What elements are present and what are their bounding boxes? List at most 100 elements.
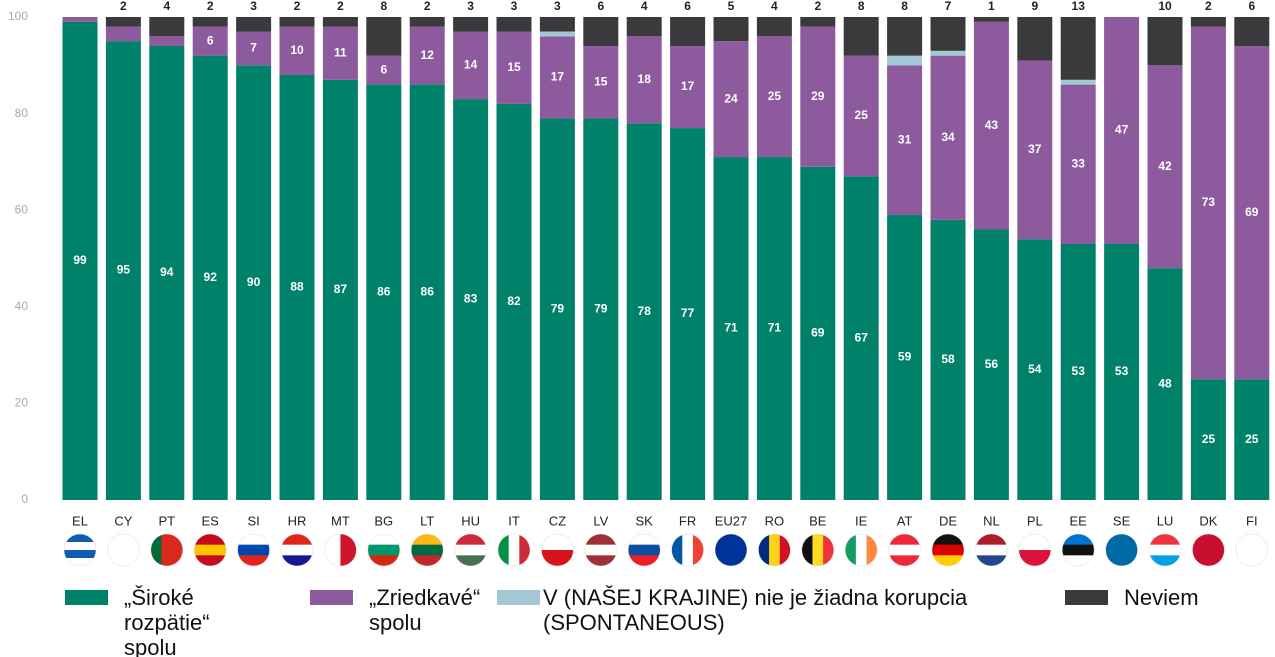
x-tick-label: DK [1199,513,1217,528]
data-label: 25 [768,89,782,103]
data-label: 59 [898,350,912,364]
data-label: 5 [728,0,735,13]
bar-segment [1104,244,1140,500]
bar-segment [1234,379,1270,500]
bar-segment [930,55,966,220]
bar-segment [583,45,619,119]
bar-segment [626,36,662,124]
data-label: 17 [551,70,565,84]
bar-segment [279,26,315,75]
flag-stripe [281,555,313,566]
data-label: 94 [160,265,174,279]
bar-segment [887,17,923,56]
bar-segment [409,26,445,85]
bar-segment [973,229,1009,500]
flag-stripe [932,555,964,566]
flag [1105,534,1138,566]
bar-segment [192,55,228,500]
data-label: 29 [811,89,825,103]
data-label: 71 [724,321,738,335]
flag-stripe [975,555,1008,566]
data-label: 88 [290,280,304,294]
data-label: 8 [858,0,865,13]
bar-segment [322,17,358,27]
bar-segment [279,74,315,501]
flag-border [714,533,748,567]
bar-segment [887,215,923,500]
flag [888,534,921,566]
bar-segment [236,17,272,32]
bar-segment [756,157,792,500]
data-label: 3 [554,0,561,13]
flag-border [454,533,487,567]
flag-stripe [411,555,444,566]
bar-segment [583,17,619,46]
bar-segment [409,84,445,501]
flag-stripe [64,558,96,566]
data-label: 14 [464,57,478,71]
bar-segment [973,17,1009,22]
bar-segment [713,41,749,158]
flag-stripe [172,534,183,566]
bar-segment [105,26,141,42]
flag-stripe [498,534,510,566]
bar-segment [496,17,532,32]
legend-swatch [497,590,540,605]
data-label: 4 [641,0,648,13]
bar-segment [1147,17,1183,66]
x-tick-label: EU27 [715,513,748,528]
bar-segment [453,31,489,100]
flag-stripe [932,534,964,546]
bar-segment [322,26,358,80]
flag-stripe [1192,534,1225,566]
bar-segment [843,17,879,56]
bar-segment [800,26,836,167]
flag [107,534,140,566]
legend-item: Neviem [1065,585,1274,610]
chart: 02040608010099EL952CY944PT9262ES9073SI88… [8,0,1270,567]
data-label: 54 [1028,362,1042,376]
flag-stripe [1235,534,1268,566]
flag-stripe [671,534,683,566]
bar-segment [1190,26,1226,380]
flag-stripe [888,544,921,556]
flag [715,534,747,566]
data-label: 9 [1031,0,1038,13]
flag-stripe [975,544,1008,556]
legend-label: Neviem [1124,585,1199,610]
bar-segment [1017,60,1053,240]
x-tick-label: FR [679,513,696,528]
data-label: 71 [768,321,782,335]
flag-stripe [367,534,400,546]
flag [1192,534,1225,566]
bar-segment [496,31,532,104]
data-label: 2 [337,0,344,13]
flag-stripe [281,544,313,556]
x-tick-label: FI [1246,513,1258,528]
bar-segment [1234,17,1270,46]
x-tick-label: NL [983,513,1000,528]
bar-segment [105,17,141,27]
flag-stripe [107,534,140,566]
flag-border [107,533,140,567]
flag-border [1061,533,1095,567]
flag-stripe [508,534,520,566]
data-label: 42 [1158,159,1172,173]
flag-border [541,533,574,567]
flag [932,534,964,566]
bar-segment [366,84,402,501]
flag [150,534,183,566]
data-label: 8 [901,0,908,13]
bar-segment [1060,17,1096,80]
data-label: 15 [594,74,608,88]
flag-stripe [888,534,921,546]
bar-segment [930,17,966,51]
bar-segment [1147,268,1183,500]
bar-segment [1017,239,1053,500]
data-label: 99 [73,253,87,267]
bar-segment [626,123,662,500]
data-label: 73 [1202,195,1216,209]
flag [801,534,834,566]
data-label: 47 [1115,123,1129,137]
data-label: 69 [811,326,825,340]
